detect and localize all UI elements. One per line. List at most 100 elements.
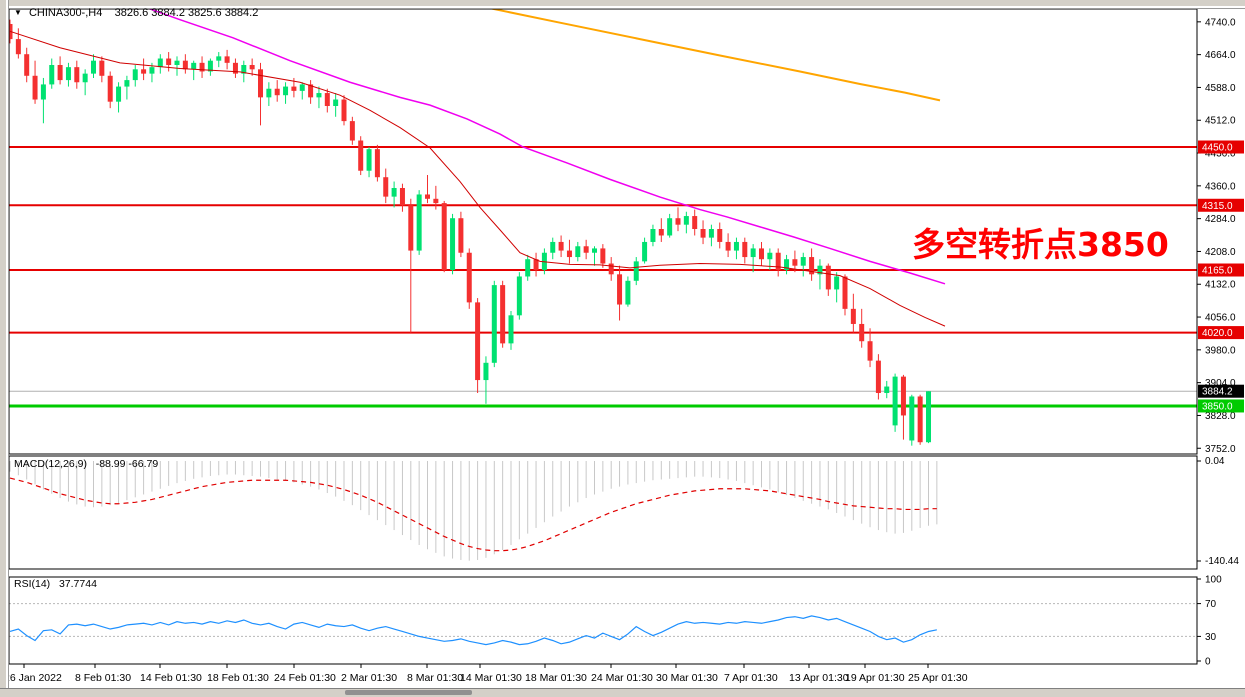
candle-body [399, 188, 405, 206]
candle-body [566, 250, 572, 258]
candle-body [141, 69, 147, 74]
price-pane-border [8, 8, 1198, 455]
candle-body [224, 56, 230, 63]
candle-body [525, 259, 531, 277]
candle-body [700, 229, 706, 238]
candle-body [900, 376, 906, 416]
candle-body [608, 263, 614, 275]
candle-body [450, 218, 456, 271]
candle-body [65, 67, 71, 81]
ma-slow-line [147, 9, 946, 285]
price-tick-label: 4436.0 [1205, 149, 1236, 160]
last-price-badge: 3884.2 [1198, 384, 1244, 398]
macd-name: MACD(12,26,9) [14, 458, 87, 470]
symbol-dropdown-icon[interactable]: ▼ [14, 8, 22, 17]
chart-title: ▼ CHINA300-,H4 3826.6 3884.2 3825.6 3884… [14, 7, 258, 19]
candle-body [667, 218, 673, 236]
date-label: 26 Jan 2022 [4, 672, 62, 684]
rsi-tick-label: 30 [1205, 632, 1217, 643]
rsi-name: RSI(14) [14, 578, 51, 590]
candle-body [692, 216, 698, 230]
candle-body [132, 69, 138, 81]
candle-body [32, 75, 38, 100]
candle-body [867, 341, 873, 361]
candle-body [249, 64, 255, 70]
candle-body [383, 177, 389, 197]
horizontal-scrollbar-thumb[interactable] [345, 690, 472, 695]
candle-body [232, 62, 238, 74]
candle-body [817, 265, 823, 275]
candle-body [124, 80, 130, 87]
candle-body [775, 252, 781, 271]
price-tick-label: 3980.0 [1205, 345, 1236, 356]
date-label: 14 Mar 01:30 [460, 672, 522, 684]
candle-body [650, 229, 656, 242]
candle-body [241, 64, 247, 74]
window-bottom-edge [0, 688, 1245, 697]
candle-body [316, 93, 322, 98]
candle-body [458, 218, 464, 253]
candle-body [333, 99, 339, 106]
candle-body [91, 60, 96, 74]
support-price-badge: 3850.0 [1198, 399, 1244, 413]
candle-body [792, 259, 798, 266]
price-tick-label: 4588.0 [1205, 83, 1236, 94]
date-label: 24 Mar 01:30 [591, 672, 653, 684]
candle-body [416, 194, 422, 251]
rsi-tick-label: 100 [1205, 575, 1222, 586]
candle-body [149, 67, 155, 74]
candle-body [825, 265, 831, 290]
price-tick-label: 4132.0 [1205, 280, 1236, 291]
candle-body [909, 396, 915, 441]
candle-body [349, 121, 355, 141]
rsi-pane[interactable] [9, 603, 1197, 646]
date-label: 30 Mar 01:30 [656, 672, 718, 684]
price-tick-label: 4664.0 [1205, 50, 1236, 61]
date-label: 19 Apr 01:30 [845, 672, 905, 684]
candle-body [57, 64, 63, 81]
candle-body [466, 252, 472, 303]
ma-fast-line [9, 30, 946, 327]
candle-body [425, 194, 430, 199]
candle-body [358, 140, 364, 171]
candle-body [834, 276, 840, 290]
candle-body [274, 88, 280, 96]
candle-body [191, 62, 197, 70]
candle-body [74, 67, 80, 83]
rsi-tick-label: 70 [1205, 599, 1217, 610]
macd-indicator-label: MACD(12,26,9) -88.99 -66.79 [14, 458, 158, 470]
price-pane[interactable] [8, 1, 1198, 446]
resistance-price-badge: 4165.0 [1198, 263, 1244, 277]
macd-signal-line [9, 477, 937, 552]
candle-body [642, 241, 648, 262]
candle-body [408, 205, 414, 251]
candle-body [49, 64, 55, 85]
candle-body [550, 241, 556, 253]
candle-body [926, 391, 931, 443]
price-tick-label: 3904.0 [1205, 378, 1236, 389]
resistance-price-badge: 4450.0 [1198, 140, 1244, 154]
candle-body [516, 276, 522, 316]
candle-body [708, 229, 714, 238]
resistance-price-badge: 4315.0 [1198, 198, 1244, 212]
price-tick-label: 4056.0 [1205, 313, 1236, 324]
resistance-price-badge: 4020.0 [1198, 326, 1244, 340]
svg-text:4450.0: 4450.0 [1202, 143, 1233, 154]
price-tick-label: 4512.0 [1205, 116, 1236, 127]
symbol-name: CHINA300-,H4 [28, 7, 103, 19]
date-label: 13 Apr 01:30 [789, 672, 849, 684]
macd-pane[interactable] [9, 461, 938, 561]
candle-body [600, 248, 606, 264]
candle-body [107, 75, 113, 102]
candle-body [850, 308, 856, 324]
candle-body [483, 362, 489, 381]
candle-body [717, 229, 723, 242]
candle-body [116, 86, 122, 102]
candle-body [842, 276, 848, 309]
candlestick-series [9, 19, 931, 446]
date-label: 8 Feb 01:30 [75, 672, 131, 684]
candle-body [675, 218, 681, 225]
candle-body [391, 188, 397, 197]
candle-body [875, 360, 881, 394]
